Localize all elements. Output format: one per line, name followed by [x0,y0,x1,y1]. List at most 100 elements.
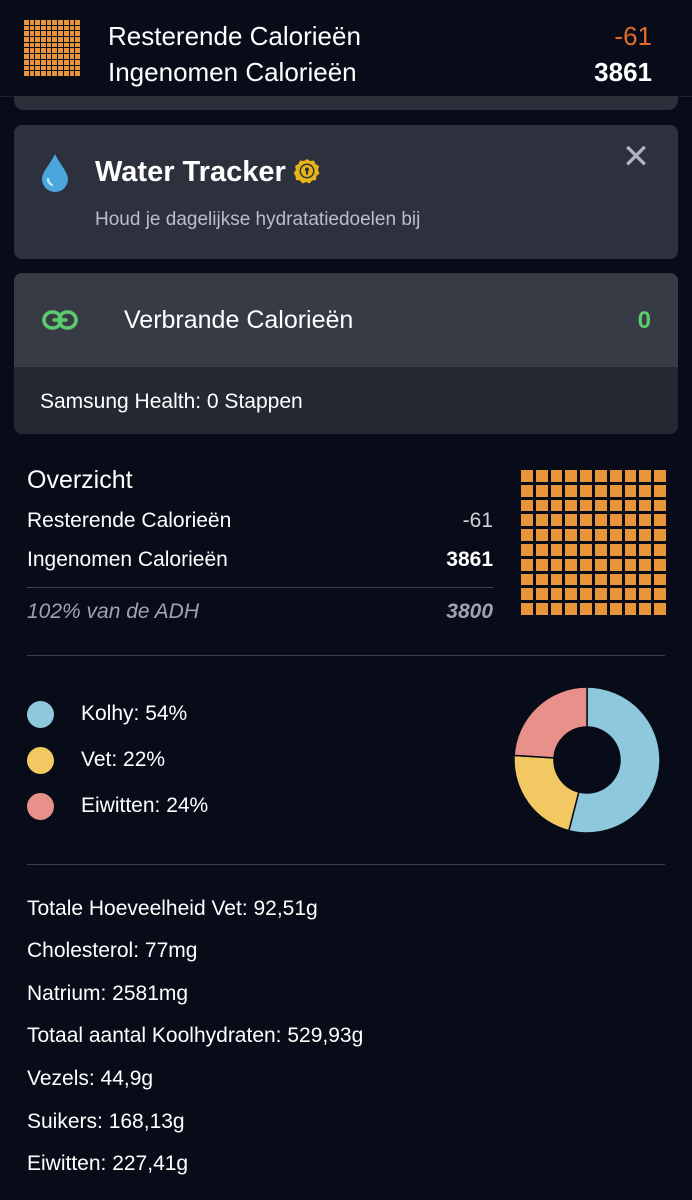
grid-cell [75,20,80,25]
grid-cell [63,31,69,37]
grid-cell [565,573,578,586]
close-icon[interactable]: ✕ [621,138,651,176]
grid-cell [69,37,75,42]
grid-cell [624,558,637,571]
premium-lock-icon [294,159,320,184]
grid-cell [24,25,29,31]
burned-calories-label: Verbrande Calorieën [124,306,354,334]
grid-cell [52,71,58,76]
grid-cell [35,65,41,71]
grid-cell [565,544,578,556]
grid-cell [58,71,63,76]
grid-cell [580,470,592,482]
grid-cell [29,37,35,42]
grid-cell [654,603,666,615]
grid-cell [580,484,592,497]
grid-cell [75,65,80,71]
burned-calories-row[interactable] [14,273,678,367]
grid-cell [624,529,637,541]
grid-cell [535,603,548,615]
grid-cell [565,529,578,541]
grid-cell [535,529,548,541]
grid-cell [565,484,578,497]
grid-cell [595,603,607,615]
nutrient-total-fat: Totale Hoeveelheid Vet: 92,51g [27,897,318,920]
water-tracker-card[interactable]: Water Tracker Houd je dagelijkse hydrata… [14,125,678,259]
grid-cell [58,20,63,25]
grid-cell [29,25,35,31]
grid-cell [521,544,533,556]
grid-cell [41,48,46,54]
grid-cell [24,48,29,54]
grid-cell [535,573,548,586]
grid-cell [595,499,607,512]
grid-cell [63,42,69,48]
grid-cell [46,65,52,71]
protein-color-dot [27,793,54,820]
carbs-color-dot [27,701,54,728]
grid-cell [29,65,35,71]
grid-cell [69,48,75,54]
grid-cell [46,48,52,54]
grid-cell [52,31,58,37]
fat-label: Vet: 22% [81,748,166,771]
protein-label: Eiwitten: 24% [81,794,209,817]
grid-cell [46,25,52,31]
calorie-header[interactable]: Resterende Calorieën Ingenomen Calorieën… [0,0,692,97]
grid-cell [52,65,58,71]
grid-cell [29,20,35,25]
steps-row [14,367,678,434]
water-tracker-subtitle: Houd je dagelijkse hydratatiedoelen bij [95,209,421,230]
consumed-calories-label: Ingenomen Calorieën [108,57,357,87]
water-drop-icon [42,154,68,192]
grid-cell [35,59,41,65]
grid-cell [52,25,58,31]
nutrient-fiber: Vezels: 44,9g [27,1067,154,1090]
grid-cell [624,484,637,497]
grid-cell [58,42,63,48]
grid-cell [654,573,666,586]
grid-cell [624,603,637,615]
grid-cell [595,470,607,482]
grid-cell [52,42,58,48]
grid-cell [609,514,622,527]
grid-cell [46,37,52,42]
grid-cell [63,59,69,65]
grid-cell [550,558,563,571]
grid-cell [535,514,548,527]
grid-cell [41,20,46,25]
grid-cell [535,558,548,571]
grid-cell [580,499,592,512]
grid-cell [35,25,41,31]
grid-cell [580,529,592,541]
grid-cell [24,59,29,65]
grid-cell [609,544,622,556]
nutrient-protein: Eiwitten: 227,41g [27,1152,189,1175]
grid-cell [550,470,563,482]
grid-cell [63,25,69,31]
burned-calories-card[interactable]: Verbrande Calorieën 0 Samsung Health: 0 … [14,273,678,434]
grid-cell [75,71,80,76]
remaining-calories-value: -61 [614,21,652,51]
grid-cell [24,42,29,48]
grid-cell [565,603,578,615]
calorie-grid-icon [521,470,666,615]
grid-cell [69,42,75,48]
grid-cell [535,470,548,482]
grid-cell [654,588,666,601]
grid-cell [595,514,607,527]
overview-title: Overzicht [27,466,133,494]
nutrient-sodium: Natrium: 2581mg [27,982,189,1005]
grid-cell [654,514,666,527]
grid-cell [535,544,548,556]
grid-cell [624,573,637,586]
grid-cell [639,529,652,541]
grid-cell [46,54,52,59]
grid-cell [29,71,35,76]
nutrient-total-carbs: Totaal aantal Koolhydraten: 529,93g [27,1024,364,1047]
nutrient-sugars: Suikers: 168,13g [27,1110,185,1133]
grid-cell [639,573,652,586]
grid-cell [69,71,75,76]
grid-cell [75,54,80,59]
grid-cell [580,544,592,556]
